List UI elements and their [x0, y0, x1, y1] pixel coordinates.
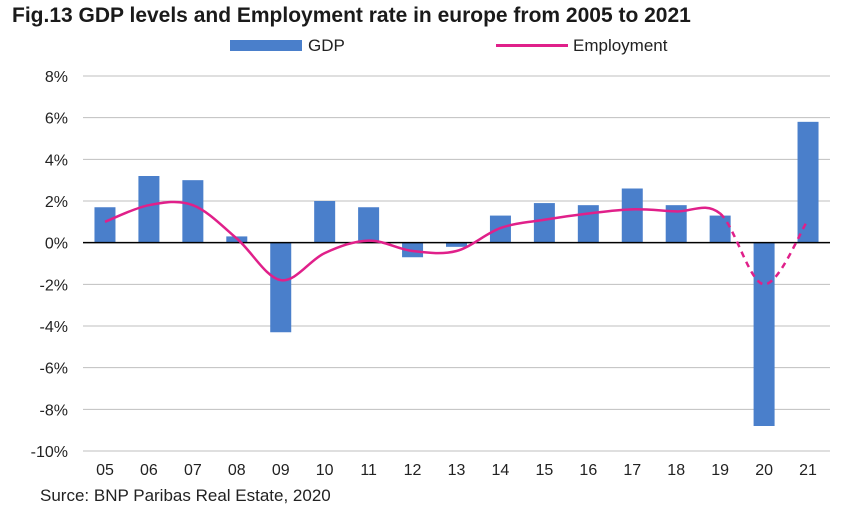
x-tick-label: 07 — [184, 462, 202, 479]
employment-line — [104, 200, 810, 286]
x-tick-label: 19 — [711, 462, 729, 479]
y-tick-label: -8% — [40, 402, 68, 419]
y-tick-label: 8% — [45, 69, 68, 86]
gdp-bar — [533, 203, 555, 243]
gdp-bar — [797, 121, 819, 243]
x-tick-label: 15 — [535, 462, 553, 479]
gdp-bar — [138, 176, 160, 243]
x-tick-label: 11 — [360, 462, 377, 479]
y-tick-label: 0% — [45, 236, 68, 253]
x-axis-ticks: 05 06 07 08 09 10 11 12 13 14 15 16 17 18 19 20 21 — [96, 462, 817, 479]
chart-title: Fig.13 GDP levels and Employment rate in… — [12, 4, 691, 27]
gdp-bar — [753, 242, 775, 426]
gdp-bar — [314, 201, 336, 243]
y-tick-label: -10% — [31, 444, 68, 461]
y-tick-label: -4% — [40, 319, 68, 336]
x-tick-label: 14 — [492, 462, 510, 479]
legend: GDP Employment — [230, 36, 668, 55]
legend-gdp-swatch — [230, 40, 302, 51]
x-tick-label: 21 — [799, 462, 817, 479]
y-tick-label: 4% — [45, 152, 68, 169]
y-tick-label: 6% — [45, 111, 68, 128]
x-tick-label: 09 — [272, 462, 290, 479]
gdp-bar — [665, 205, 687, 243]
x-tick-label: 17 — [623, 462, 641, 479]
gdp-bar — [270, 242, 292, 333]
gdp-bar — [709, 215, 731, 243]
x-tick-label: 12 — [404, 462, 422, 479]
gdp-bar — [358, 207, 380, 243]
source-note: Surce: BNP Paribas Real Estate, 2020 — [40, 486, 331, 505]
x-tick-label: 20 — [755, 462, 773, 479]
x-tick-label: 16 — [579, 462, 597, 479]
gdp-bars — [94, 121, 819, 426]
legend-employment-label: Employment — [573, 36, 668, 55]
x-tick-label: 08 — [228, 462, 246, 479]
gdp-bar — [446, 242, 467, 247]
y-tick-label: 2% — [45, 194, 68, 211]
gdp-bar — [577, 205, 599, 243]
employment-line-dashed — [719, 212, 810, 286]
x-tick-label: 13 — [448, 462, 466, 479]
gdp-bar — [94, 207, 116, 243]
x-tick-label: 05 — [96, 462, 114, 479]
y-tick-label: -2% — [40, 277, 68, 294]
x-tick-label: 18 — [667, 462, 685, 479]
gdp-bar — [621, 188, 643, 243]
legend-gdp-label: GDP — [308, 36, 345, 55]
employment-line-solid — [104, 200, 721, 282]
x-tick-label: 10 — [316, 462, 334, 479]
y-tick-label: -6% — [40, 361, 68, 378]
x-tick-label: 06 — [140, 462, 158, 479]
gdp-bar — [182, 180, 204, 243]
gridlines — [83, 75, 830, 452]
y-axis-ticks: 8% 6% 4% 2% 0% -2% -4% -6% -8% -10% — [31, 69, 68, 461]
